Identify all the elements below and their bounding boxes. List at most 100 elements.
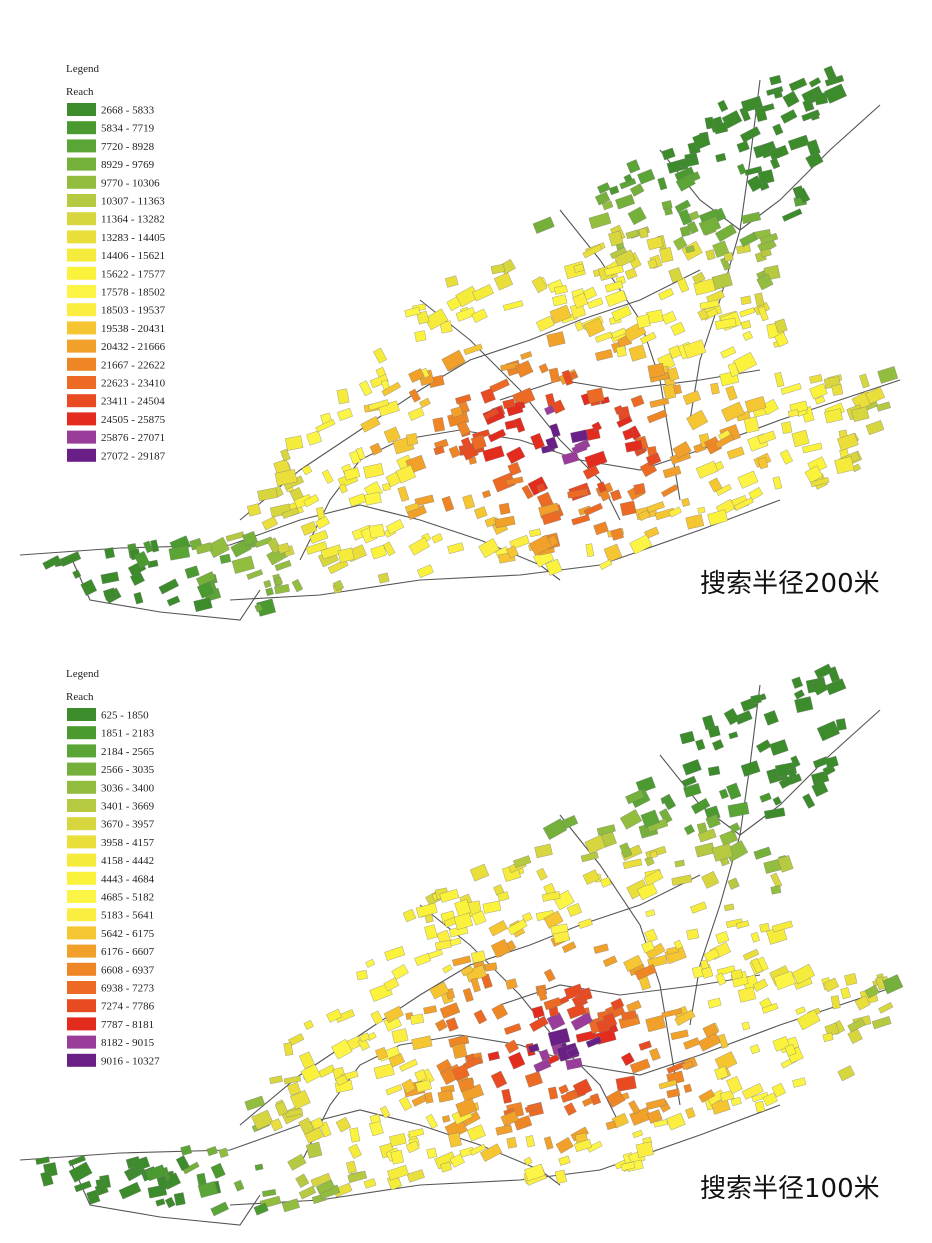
building [287,1153,307,1171]
legend-label: 17578 - 18502 [101,287,165,299]
building [572,1078,593,1098]
legend-label: 6176 - 6607 [101,946,155,958]
building [411,1035,433,1051]
building [338,483,348,494]
building [532,216,555,234]
building [173,1192,186,1206]
building [637,509,651,521]
building [504,1039,520,1054]
building [605,1120,617,1130]
building [543,1136,554,1150]
building [727,877,740,890]
legend-label: 5642 - 6175 [101,928,155,940]
building [521,484,534,500]
building [548,367,561,384]
building [596,824,616,836]
building [715,484,732,496]
building [274,584,290,595]
building [155,1198,166,1207]
building [570,1012,594,1031]
building [594,331,613,343]
building [678,209,693,226]
building [104,547,115,559]
building [754,292,765,307]
building [414,330,427,342]
building [439,1002,461,1019]
building [536,867,548,881]
building [59,551,82,567]
legend-label: 4443 - 4684 [101,873,155,885]
legend-swatch [67,303,96,317]
building [175,1155,190,1171]
caption: 搜索半径100米 [700,1174,880,1204]
building [553,889,575,911]
building [633,483,646,495]
building [382,482,391,492]
building [666,1088,681,1099]
building [705,814,721,829]
building [543,910,564,929]
building [402,908,417,923]
building [591,421,602,432]
building [674,199,691,213]
building [441,349,466,371]
building [246,569,264,580]
building [451,1064,470,1082]
building [698,1089,716,1103]
building [545,558,563,576]
building [457,1077,475,1092]
building [777,855,794,873]
legend-title: Legend [66,668,99,680]
building [373,347,387,364]
building [647,362,666,379]
building [637,882,658,901]
building [299,1051,315,1069]
building [698,215,722,236]
road [689,79,761,421]
legend-swatch [67,799,96,812]
building [637,168,656,185]
building [707,997,722,1009]
building [683,1037,701,1050]
building [585,543,595,558]
building [405,1140,420,1154]
legend-swatch [67,230,96,244]
legend-swatch [67,962,96,976]
building [414,1069,428,1083]
building [690,798,711,815]
building [626,159,641,174]
building [736,140,750,153]
building [707,765,721,777]
building [792,1077,807,1088]
building [718,788,729,800]
legend-swatch [67,321,96,335]
building [602,1012,618,1029]
building [686,409,709,431]
road [659,709,881,836]
building [773,970,796,991]
building [748,487,764,501]
building [744,166,763,176]
building [368,1120,384,1137]
building [531,276,548,294]
building [645,1014,666,1033]
building [132,1156,151,1172]
building [391,1028,409,1044]
building [788,77,808,92]
building [452,1042,468,1059]
building [474,506,488,520]
building [757,305,769,322]
map-panel: Legend Reach 2668 - 5833 5834 - 7719 7720 - … [19,58,901,621]
building [490,263,506,275]
building [626,1000,642,1013]
building [103,587,117,601]
building [808,77,822,88]
building [628,344,647,362]
building [536,483,546,493]
building [643,869,664,887]
building [658,1079,678,1090]
building [450,406,464,418]
building [739,232,758,247]
building [743,416,760,434]
